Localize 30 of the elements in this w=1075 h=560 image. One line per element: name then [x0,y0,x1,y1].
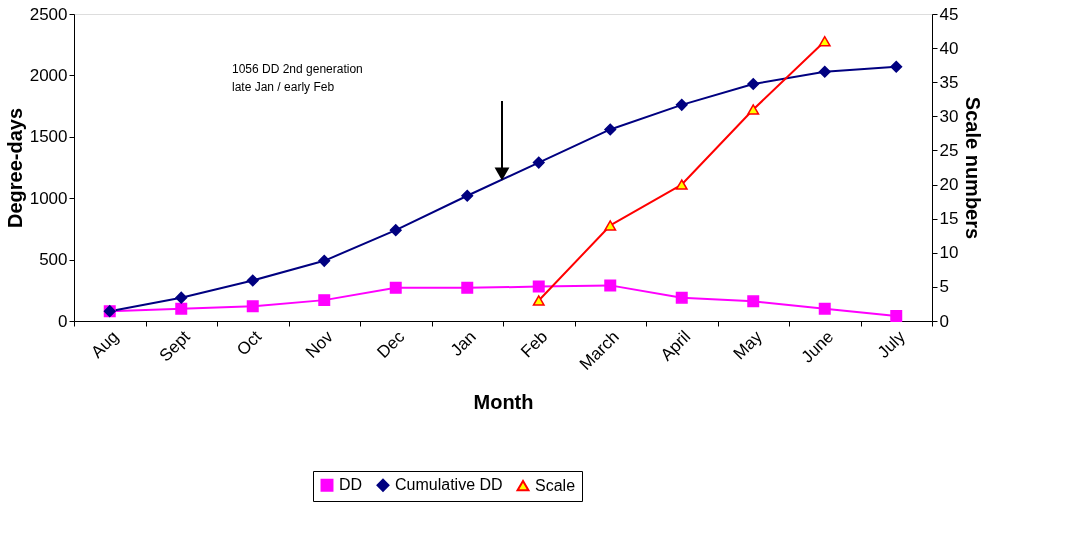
legend-label: DD [339,476,363,494]
y2-axis-title: Scale numbers [962,96,985,240]
y2-tick-label: 0 [939,311,949,331]
y-tick-label: 1500 [29,127,68,147]
legend-label: Scale [535,476,576,494]
x-axis-title: Month [473,391,534,414]
x-tick-label: Aug [87,327,123,362]
y-axis-title: Degree-days [3,107,26,229]
x-tick-label: July [873,326,910,362]
annotation: 1056 DD 2nd generation late Jan / early Feb [232,62,363,94]
y2-tick-label: 30 [939,106,959,126]
y-tick-label: 500 [39,250,68,270]
y-tick-label: 1000 [29,188,68,208]
y2-tick-label: 5 [939,277,949,297]
x-tick-label: Feb [517,327,552,362]
y2-tick-label: 15 [939,209,959,229]
y2-tick-label: 25 [939,140,959,160]
x-tick-label: Nov [301,326,338,362]
y2-tick-label: 45 [939,4,959,24]
y2-tick-label: 10 [939,243,959,263]
y2-tick-label: 35 [939,72,959,92]
y2-tick-label: 20 [939,175,959,195]
x-tick-label: Oct [233,326,266,360]
x-tick-label: Dec [373,326,409,362]
y-tick-label: 2500 [29,4,68,24]
y2-tick-label: 40 [939,38,959,58]
y-tick-label: 0 [58,311,68,331]
y-tick-label: 2000 [29,65,68,85]
legend-label: Cumulative DD [395,476,503,494]
x-tick-label: Jan [446,327,480,360]
